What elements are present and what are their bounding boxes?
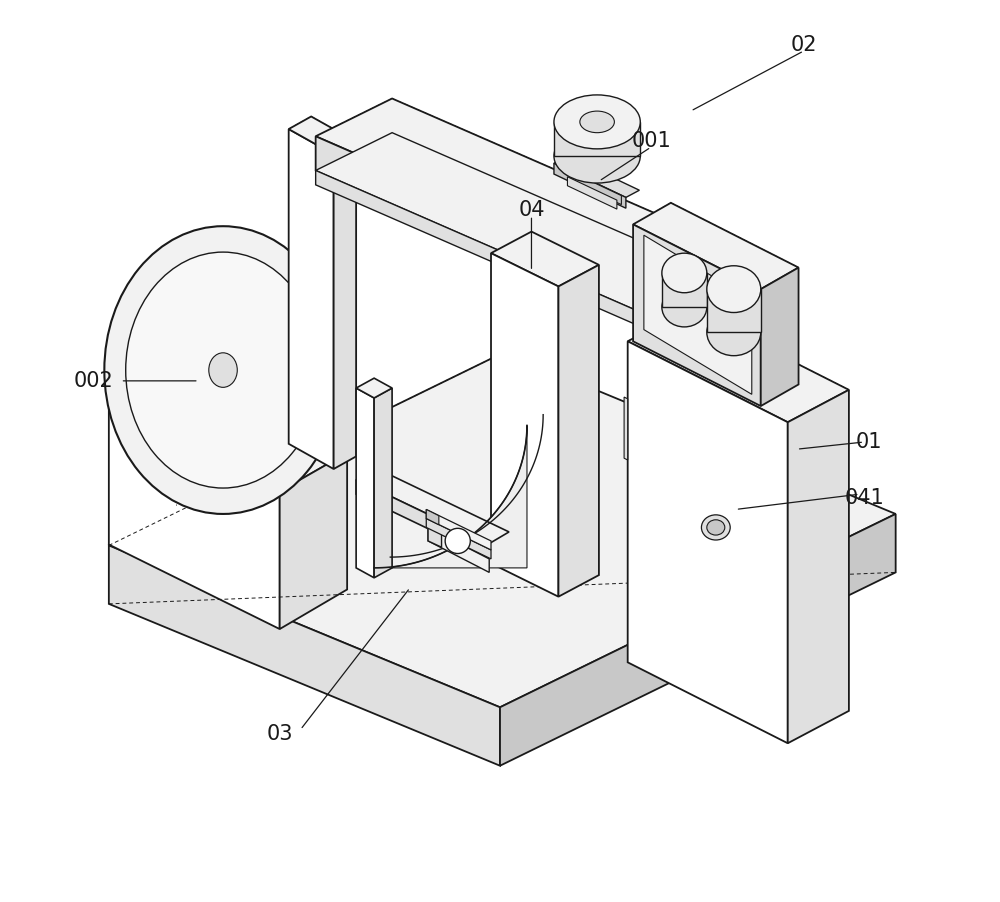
Ellipse shape	[580, 111, 614, 133]
Ellipse shape	[707, 266, 761, 312]
Polygon shape	[644, 235, 752, 394]
Polygon shape	[567, 177, 617, 209]
Polygon shape	[334, 142, 356, 469]
Polygon shape	[624, 397, 628, 460]
Polygon shape	[788, 390, 849, 743]
Polygon shape	[628, 308, 849, 422]
Polygon shape	[356, 468, 509, 544]
Polygon shape	[316, 170, 711, 357]
Polygon shape	[426, 510, 491, 550]
Text: 04: 04	[518, 200, 545, 220]
Ellipse shape	[209, 353, 237, 387]
Polygon shape	[761, 268, 799, 406]
Ellipse shape	[126, 252, 320, 488]
Polygon shape	[633, 225, 761, 406]
Polygon shape	[109, 368, 347, 492]
Polygon shape	[628, 341, 788, 743]
Polygon shape	[109, 352, 896, 707]
Polygon shape	[356, 378, 392, 398]
Polygon shape	[356, 480, 489, 558]
Polygon shape	[289, 116, 356, 154]
Polygon shape	[428, 528, 489, 573]
Polygon shape	[426, 519, 491, 559]
Circle shape	[445, 529, 470, 554]
Polygon shape	[707, 290, 761, 332]
Ellipse shape	[707, 520, 725, 535]
Polygon shape	[633, 203, 799, 290]
Polygon shape	[428, 528, 442, 548]
Ellipse shape	[662, 288, 707, 327]
Polygon shape	[374, 426, 527, 568]
Polygon shape	[426, 510, 439, 525]
Polygon shape	[554, 163, 626, 208]
Polygon shape	[554, 156, 639, 198]
Polygon shape	[558, 265, 599, 597]
Polygon shape	[109, 408, 280, 629]
Polygon shape	[374, 388, 392, 578]
Text: 001: 001	[631, 131, 671, 151]
Polygon shape	[572, 172, 621, 205]
Ellipse shape	[554, 95, 640, 149]
Polygon shape	[491, 232, 599, 287]
Polygon shape	[316, 133, 788, 343]
Text: 002: 002	[74, 371, 113, 391]
Text: 041: 041	[844, 488, 884, 508]
Polygon shape	[316, 98, 788, 308]
Ellipse shape	[104, 226, 342, 514]
Ellipse shape	[707, 308, 761, 355]
Text: 02: 02	[791, 34, 817, 54]
Polygon shape	[280, 453, 347, 629]
Polygon shape	[356, 388, 374, 578]
Ellipse shape	[701, 515, 730, 540]
Text: 03: 03	[266, 724, 293, 744]
Ellipse shape	[554, 129, 640, 183]
Polygon shape	[109, 546, 500, 766]
Polygon shape	[554, 122, 640, 156]
Polygon shape	[500, 514, 896, 766]
Polygon shape	[662, 273, 707, 307]
Polygon shape	[491, 253, 558, 597]
Text: 01: 01	[855, 432, 882, 452]
Ellipse shape	[662, 253, 707, 293]
Polygon shape	[316, 136, 711, 343]
Polygon shape	[711, 272, 788, 343]
Polygon shape	[289, 129, 334, 469]
